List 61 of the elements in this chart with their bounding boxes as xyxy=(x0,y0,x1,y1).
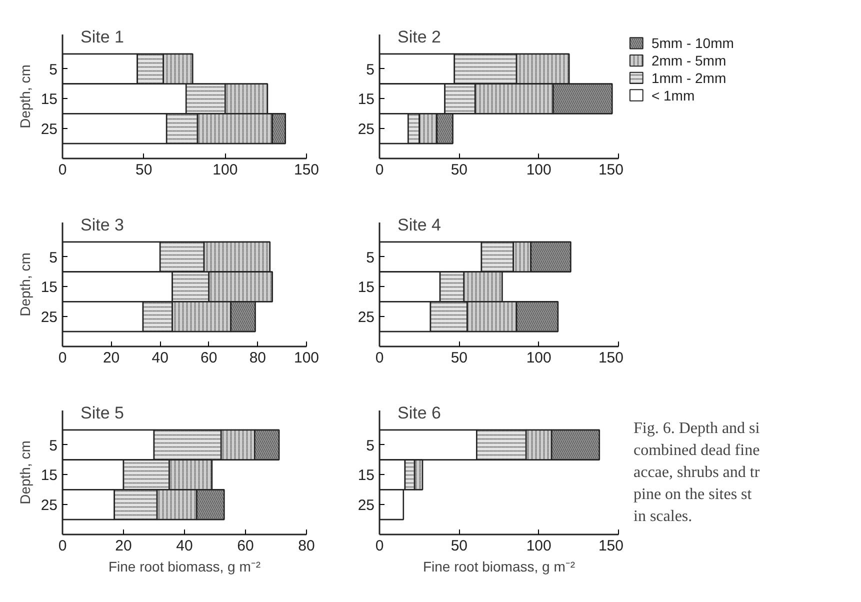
y-tick-label: 5 xyxy=(49,61,58,78)
x-tick-label: 150 xyxy=(598,538,624,554)
y-tick-label: 15 xyxy=(40,467,58,484)
chart-title: Site 5 xyxy=(80,404,124,422)
chart-title: Site 6 xyxy=(398,404,441,422)
y-tick-label: 15 xyxy=(40,279,58,296)
x-tick-label: 50 xyxy=(450,538,468,554)
x-axis-title: Fine root biomass, g m⁻² xyxy=(108,558,261,574)
x-tick-label: 60 xyxy=(200,350,218,366)
x-tick-label: 80 xyxy=(298,538,315,554)
y-tick-label: 25 xyxy=(40,121,58,138)
x-tick-label: 0 xyxy=(375,162,384,178)
y-tick-label: 5 xyxy=(366,61,374,78)
chart-title: Site 1 xyxy=(80,28,124,46)
x-tick-label: 150 xyxy=(598,162,624,178)
x-tick-label: 100 xyxy=(212,162,238,178)
y-tick-label: 5 xyxy=(49,437,58,454)
x-tick-label: 50 xyxy=(135,162,152,178)
y-axis-title: Depth, cm xyxy=(16,252,33,316)
x-tick-label: 0 xyxy=(58,350,67,366)
x-tick-label: 0 xyxy=(58,538,67,554)
x-tick-label: 150 xyxy=(294,162,320,178)
legend-label: 5mm - 10mm xyxy=(651,35,734,52)
y-tick-label: 25 xyxy=(358,309,375,326)
x-tick-label: 20 xyxy=(102,350,120,366)
y-axis-title: Depth, cm xyxy=(16,440,33,504)
x-tick-label: 80 xyxy=(249,350,266,366)
y-tick-label: 15 xyxy=(358,467,375,484)
legend-label: 2mm - 5mm xyxy=(651,52,726,69)
y-tick-label: 5 xyxy=(366,437,374,454)
x-tick-label: 40 xyxy=(152,350,168,366)
x-tick-label: 100 xyxy=(526,350,552,366)
x-tick-label: 0 xyxy=(375,350,384,366)
x-tick-label: 0 xyxy=(58,162,67,178)
x-tick-label: 20 xyxy=(115,538,132,554)
y-tick-label: 5 xyxy=(366,249,374,266)
chart-title: Site 2 xyxy=(398,28,441,46)
y-tick-label: 25 xyxy=(40,497,58,514)
y-tick-label: 15 xyxy=(358,91,375,108)
x-tick-label: 0 xyxy=(375,538,384,554)
x-axis-title: Fine root biomass, g m⁻² xyxy=(422,558,576,574)
y-tick-label: 25 xyxy=(40,309,58,326)
y-tick-label: 25 xyxy=(358,497,375,514)
y-axis-title: Depth, cm xyxy=(16,64,33,128)
y-tick-label: 15 xyxy=(40,91,58,108)
legend-label: 1mm - 2mm xyxy=(651,70,726,86)
x-tick-label: 100 xyxy=(526,538,552,554)
x-tick-label: 150 xyxy=(598,350,624,366)
caption: Fig. 6. Depth and si combined dead fine accae, shrubs and tr pine on the sites st in scales. xyxy=(634,420,760,526)
x-tick-label: 50 xyxy=(450,350,468,366)
y-tick-label: 5 xyxy=(49,249,58,266)
x-tick-label: 40 xyxy=(176,538,193,554)
x-tick-label: 100 xyxy=(526,162,552,178)
y-tick-label: 15 xyxy=(358,279,375,296)
x-tick-label: 50 xyxy=(450,162,468,178)
y-tick-label: 25 xyxy=(358,121,375,138)
x-tick-label: 60 xyxy=(237,538,254,554)
legend-label: < 1mm xyxy=(651,87,695,104)
x-tick-label: 100 xyxy=(294,350,320,366)
chart-title: Site 4 xyxy=(398,216,441,234)
chart-title: Site 3 xyxy=(80,216,124,234)
